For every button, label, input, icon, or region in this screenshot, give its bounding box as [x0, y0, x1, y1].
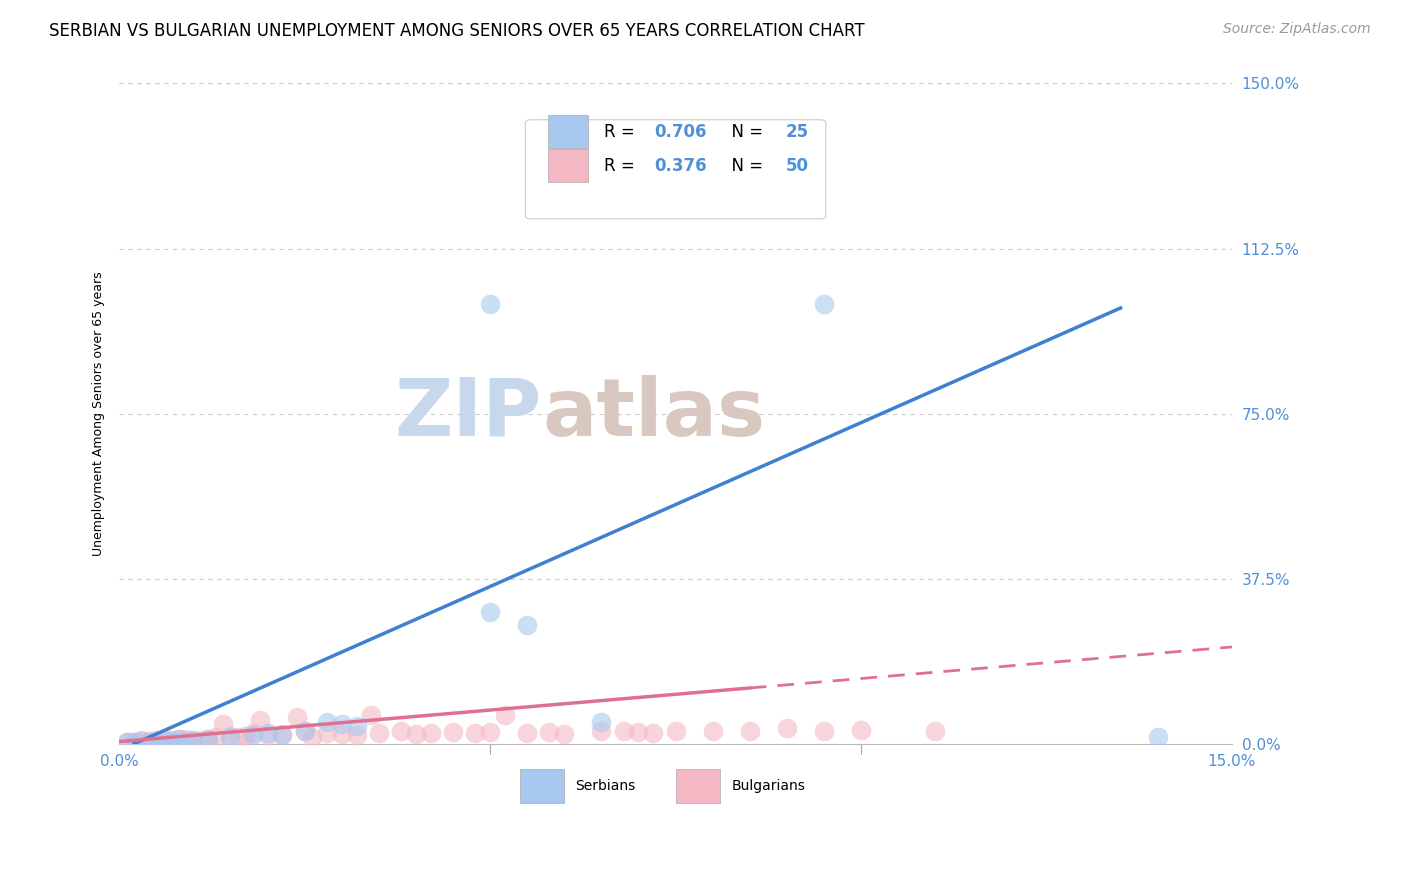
Text: 0.376: 0.376 [654, 157, 707, 175]
Point [197, 732, 219, 747]
Point [464, 726, 486, 740]
Point [174, 733, 197, 747]
Point [152, 733, 174, 747]
Point [212, 717, 235, 731]
Point [122, 734, 145, 748]
Point [346, 728, 368, 742]
Text: R =: R = [605, 122, 640, 141]
Point [367, 726, 389, 740]
Point [167, 732, 190, 747]
Point [330, 717, 353, 731]
Point [813, 296, 835, 310]
Point [849, 723, 872, 737]
Point [174, 732, 197, 747]
Bar [547, 149, 588, 183]
Point [360, 708, 382, 723]
Point [479, 725, 502, 739]
FancyBboxPatch shape [526, 120, 825, 219]
Point [627, 725, 650, 739]
Point [330, 727, 353, 741]
Point [271, 727, 294, 741]
Point [285, 710, 308, 724]
Point [183, 733, 205, 747]
Point [256, 728, 278, 742]
Text: ZIP: ZIP [395, 375, 543, 452]
Point [301, 730, 323, 744]
Point [145, 733, 167, 747]
Point [115, 734, 138, 748]
Point [702, 724, 724, 739]
Point [131, 733, 153, 747]
Point [115, 734, 138, 748]
Text: Source: ZipAtlas.com: Source: ZipAtlas.com [1223, 22, 1371, 37]
Point [219, 729, 242, 743]
Point [138, 734, 160, 748]
Point [122, 734, 145, 748]
Point [131, 733, 153, 747]
Point [643, 726, 665, 740]
Text: 0.706: 0.706 [654, 122, 707, 141]
Point [152, 732, 174, 747]
Point [242, 726, 264, 740]
Point [294, 724, 316, 739]
Point [167, 732, 190, 747]
Point [591, 714, 613, 729]
Point [294, 723, 316, 738]
Text: 25: 25 [786, 122, 808, 141]
Point [145, 733, 167, 747]
Point [405, 727, 427, 741]
Point [160, 734, 183, 748]
Point [138, 734, 160, 748]
Point [242, 728, 264, 742]
Point [664, 724, 686, 739]
Bar [675, 769, 720, 804]
Point [553, 727, 575, 741]
Y-axis label: Unemployment Among Seniors over 65 years: Unemployment Among Seniors over 65 years [93, 271, 105, 556]
Text: Bulgarians: Bulgarians [731, 779, 806, 793]
Point [591, 724, 613, 739]
Point [316, 714, 339, 729]
Point [271, 728, 294, 742]
Text: 50: 50 [786, 157, 808, 175]
Bar [520, 769, 564, 804]
Point [316, 726, 339, 740]
Point [516, 726, 538, 740]
Text: N =: N = [721, 122, 769, 141]
Point [924, 724, 946, 739]
Bar [547, 115, 588, 148]
Point [613, 723, 636, 738]
Point [494, 708, 516, 723]
Point [813, 724, 835, 739]
Text: SERBIAN VS BULGARIAN UNEMPLOYMENT AMONG SENIORS OVER 65 YEARS CORRELATION CHART: SERBIAN VS BULGARIAN UNEMPLOYMENT AMONG … [49, 22, 865, 40]
Point [204, 730, 226, 744]
Point [346, 719, 368, 733]
Point [538, 725, 561, 739]
Point [441, 725, 464, 739]
Text: N =: N = [721, 157, 769, 175]
Point [256, 726, 278, 740]
Point [197, 732, 219, 747]
Point [226, 730, 249, 744]
Point [776, 722, 799, 736]
Point [738, 723, 761, 738]
Point [479, 296, 502, 310]
Point [516, 618, 538, 632]
Point [190, 733, 212, 747]
Point [249, 713, 271, 727]
Text: atlas: atlas [543, 375, 765, 452]
Point [479, 605, 502, 619]
Text: R =: R = [605, 157, 640, 175]
Point [389, 724, 412, 739]
Point [183, 733, 205, 747]
Point [219, 730, 242, 744]
Point [419, 726, 441, 740]
Point [233, 729, 256, 743]
Point [1146, 730, 1168, 744]
Point [160, 733, 183, 747]
Text: Serbians: Serbians [575, 779, 636, 793]
